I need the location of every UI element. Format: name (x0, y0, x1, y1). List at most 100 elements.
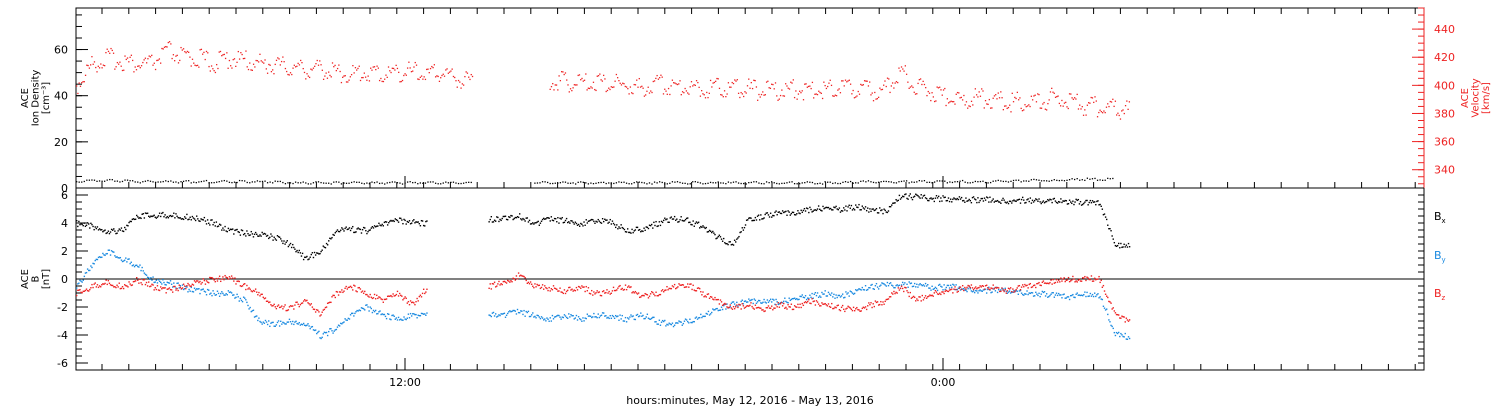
b-bx-point (200, 218, 202, 220)
b-by-point (953, 284, 955, 286)
b-by-point (161, 283, 163, 285)
b-bz-point (771, 305, 773, 307)
b-bx-point (130, 220, 132, 223)
b-bz-point (933, 292, 936, 294)
velocity-point (254, 66, 256, 68)
b-bz-point (671, 285, 674, 287)
velocity-point (288, 74, 290, 76)
density-point (646, 183, 648, 185)
b-bx-point (931, 198, 933, 200)
b-bz-point (607, 292, 609, 294)
velocity-point (945, 104, 947, 107)
b-bz-point (825, 304, 827, 306)
b-bz-point (416, 297, 418, 300)
b-bx-point (593, 220, 595, 223)
velocity-point (1079, 104, 1081, 106)
b-by-point (1054, 294, 1057, 296)
b-bz-point (581, 285, 583, 287)
velocity-point (1062, 105, 1064, 107)
b-by-point (849, 290, 851, 292)
density-point (1084, 179, 1086, 182)
velocity-point (199, 49, 201, 51)
b-bz-point (790, 303, 793, 305)
velocity-point (560, 71, 563, 73)
b-bz-point (384, 298, 387, 301)
b-by-point (225, 293, 227, 295)
b-bx-point (110, 228, 113, 231)
velocity-point (403, 74, 405, 77)
b-bx-point (802, 209, 805, 212)
velocity-point (347, 81, 349, 83)
velocity-point (660, 74, 662, 76)
b-bz-point (829, 306, 832, 308)
b-bx-point (790, 212, 793, 215)
b-bz-point (971, 287, 974, 289)
b-bz-point (96, 284, 99, 286)
velocity-point (395, 64, 397, 67)
velocity-point (330, 76, 332, 78)
b-bx-point (699, 227, 701, 229)
velocity-point (863, 80, 866, 82)
b-by-point (893, 287, 895, 289)
velocity-point (862, 84, 864, 86)
b-bz-point (576, 289, 579, 291)
b-bz-point (336, 291, 339, 293)
b-by-point (922, 284, 925, 286)
velocity-point (661, 76, 663, 78)
density-point (661, 181, 663, 184)
b-by-point (353, 315, 355, 317)
density-point (391, 181, 393, 183)
b-bz-point (769, 307, 772, 309)
b-by-point (523, 309, 525, 312)
b-bz-point (390, 294, 392, 297)
density-point (96, 180, 98, 183)
b-bz-point (1125, 317, 1128, 319)
b-bz-point (570, 289, 572, 291)
velocity-point (1095, 100, 1097, 102)
b-bx-point (689, 221, 691, 223)
b-bz-point (321, 311, 323, 313)
b-by-point (670, 323, 673, 326)
velocity-point (1091, 97, 1094, 99)
b-bz-point (617, 287, 619, 289)
b-by-point (403, 316, 405, 318)
b-bx-point (368, 229, 370, 232)
velocity-point (782, 95, 784, 97)
velocity-point (97, 65, 99, 67)
b-bx-point (944, 196, 946, 198)
velocity-point (280, 60, 283, 63)
b-bx-point (102, 230, 104, 233)
b-bz-point (368, 296, 370, 298)
b-bx-point (294, 248, 296, 250)
b-by-point (1045, 293, 1048, 295)
b-bx-point (848, 204, 850, 206)
b-bz-point (1026, 284, 1028, 286)
b-bz-point (185, 287, 187, 290)
density-point (1107, 177, 1109, 180)
b-bz-point (143, 279, 146, 281)
b-bx-point (366, 232, 368, 235)
b-bx-point (853, 209, 856, 211)
b-bz-point (764, 310, 766, 312)
b-bz-point (402, 299, 404, 301)
b-bx-point (400, 217, 402, 220)
velocity-point (90, 64, 92, 66)
b-bz-point (278, 306, 281, 309)
b-by-point (881, 282, 883, 284)
b-bz-point (204, 283, 207, 285)
b-bz-point (1111, 308, 1113, 310)
velocity-point (1119, 118, 1122, 120)
b-bx-point (409, 223, 412, 225)
b-bx-point (274, 238, 276, 240)
b-by-point (641, 315, 643, 317)
density-point (913, 181, 915, 183)
b-by-point (619, 314, 621, 316)
b-bx-point (1100, 205, 1102, 207)
b-bx-point (421, 220, 424, 222)
velocity-point (736, 79, 738, 81)
b-bz-point (1067, 276, 1070, 279)
b-by-point (1011, 291, 1013, 294)
b-bx-point (1117, 242, 1120, 245)
velocity-point (871, 92, 873, 94)
density-point (261, 180, 264, 183)
